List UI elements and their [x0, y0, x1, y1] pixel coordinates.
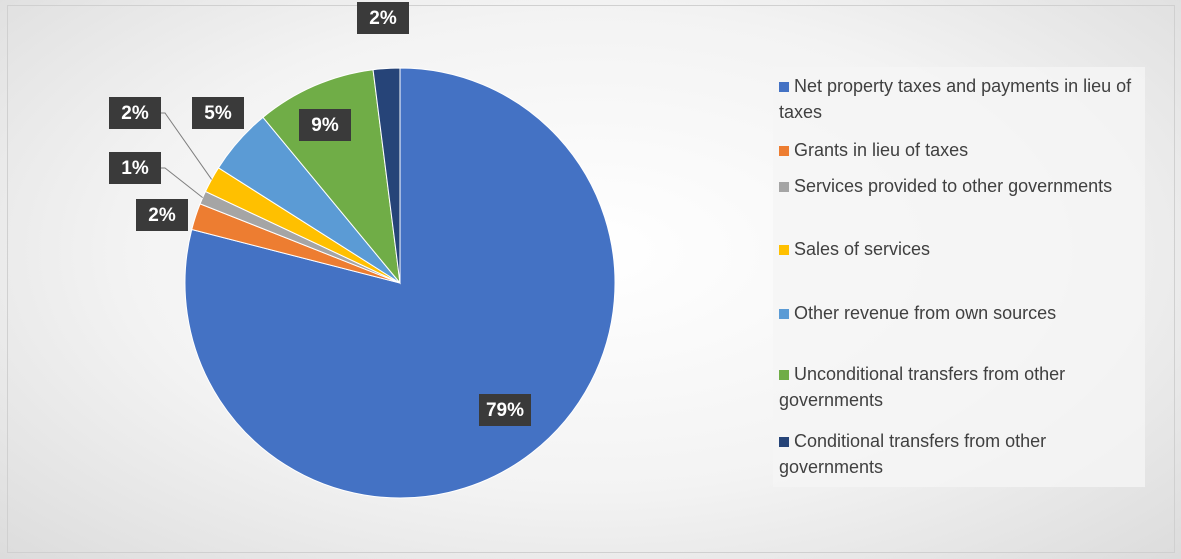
- legend-item: Other revenue from own sources: [779, 300, 1139, 326]
- data-label-box: [479, 394, 531, 426]
- legend-item: Unconditional transfers from other gover…: [779, 361, 1139, 413]
- legend-item: Sales of services: [779, 236, 1139, 262]
- legend-label: Unconditional transfers from other gover…: [779, 364, 1066, 410]
- data-label: 5%: [204, 103, 232, 124]
- legend-item: Services provided to other governments: [779, 173, 1139, 199]
- data-label: 9%: [311, 115, 339, 136]
- legend-item: Net property taxes and payments in lieu …: [779, 73, 1139, 125]
- data-label-box: [299, 109, 351, 141]
- data-label: 79%: [486, 400, 524, 421]
- legend-label: Grants in lieu of taxes: [794, 140, 969, 160]
- data-label: 2%: [369, 8, 397, 29]
- legend-swatch: [779, 370, 789, 380]
- data-label-box: [192, 97, 244, 129]
- data-label: 2%: [148, 205, 176, 226]
- legend-swatch: [779, 82, 789, 92]
- legend-swatch: [779, 146, 789, 156]
- data-label-box: [109, 97, 161, 129]
- legend-label: Sales of services: [794, 239, 931, 259]
- legend-swatch: [779, 437, 789, 447]
- data-label-box: [357, 2, 409, 34]
- legend-label: Other revenue from own sources: [794, 303, 1057, 323]
- legend-item: Conditional transfers from other governm…: [779, 428, 1139, 480]
- legend-swatch: [779, 182, 789, 192]
- pie-slice: [372, 67, 401, 284]
- data-label-box: [136, 199, 188, 231]
- legend-item: Grants in lieu of taxes: [779, 137, 1139, 163]
- data-label: 2%: [121, 103, 149, 124]
- legend-label: Conditional transfers from other governm…: [779, 431, 1047, 477]
- legend-label: Net property taxes and payments in lieu …: [779, 76, 1132, 122]
- legend-swatch: [779, 245, 789, 255]
- legend-label: Services provided to other governments: [794, 176, 1113, 196]
- pie-slice: [262, 69, 401, 285]
- chart-frame: [7, 5, 1175, 553]
- legend: Net property taxes and payments in lieu …: [773, 67, 1145, 487]
- legend-swatch: [779, 309, 789, 319]
- leader-line: [157, 167, 203, 199]
- data-label-box: [109, 152, 161, 184]
- data-label: 1%: [121, 158, 149, 179]
